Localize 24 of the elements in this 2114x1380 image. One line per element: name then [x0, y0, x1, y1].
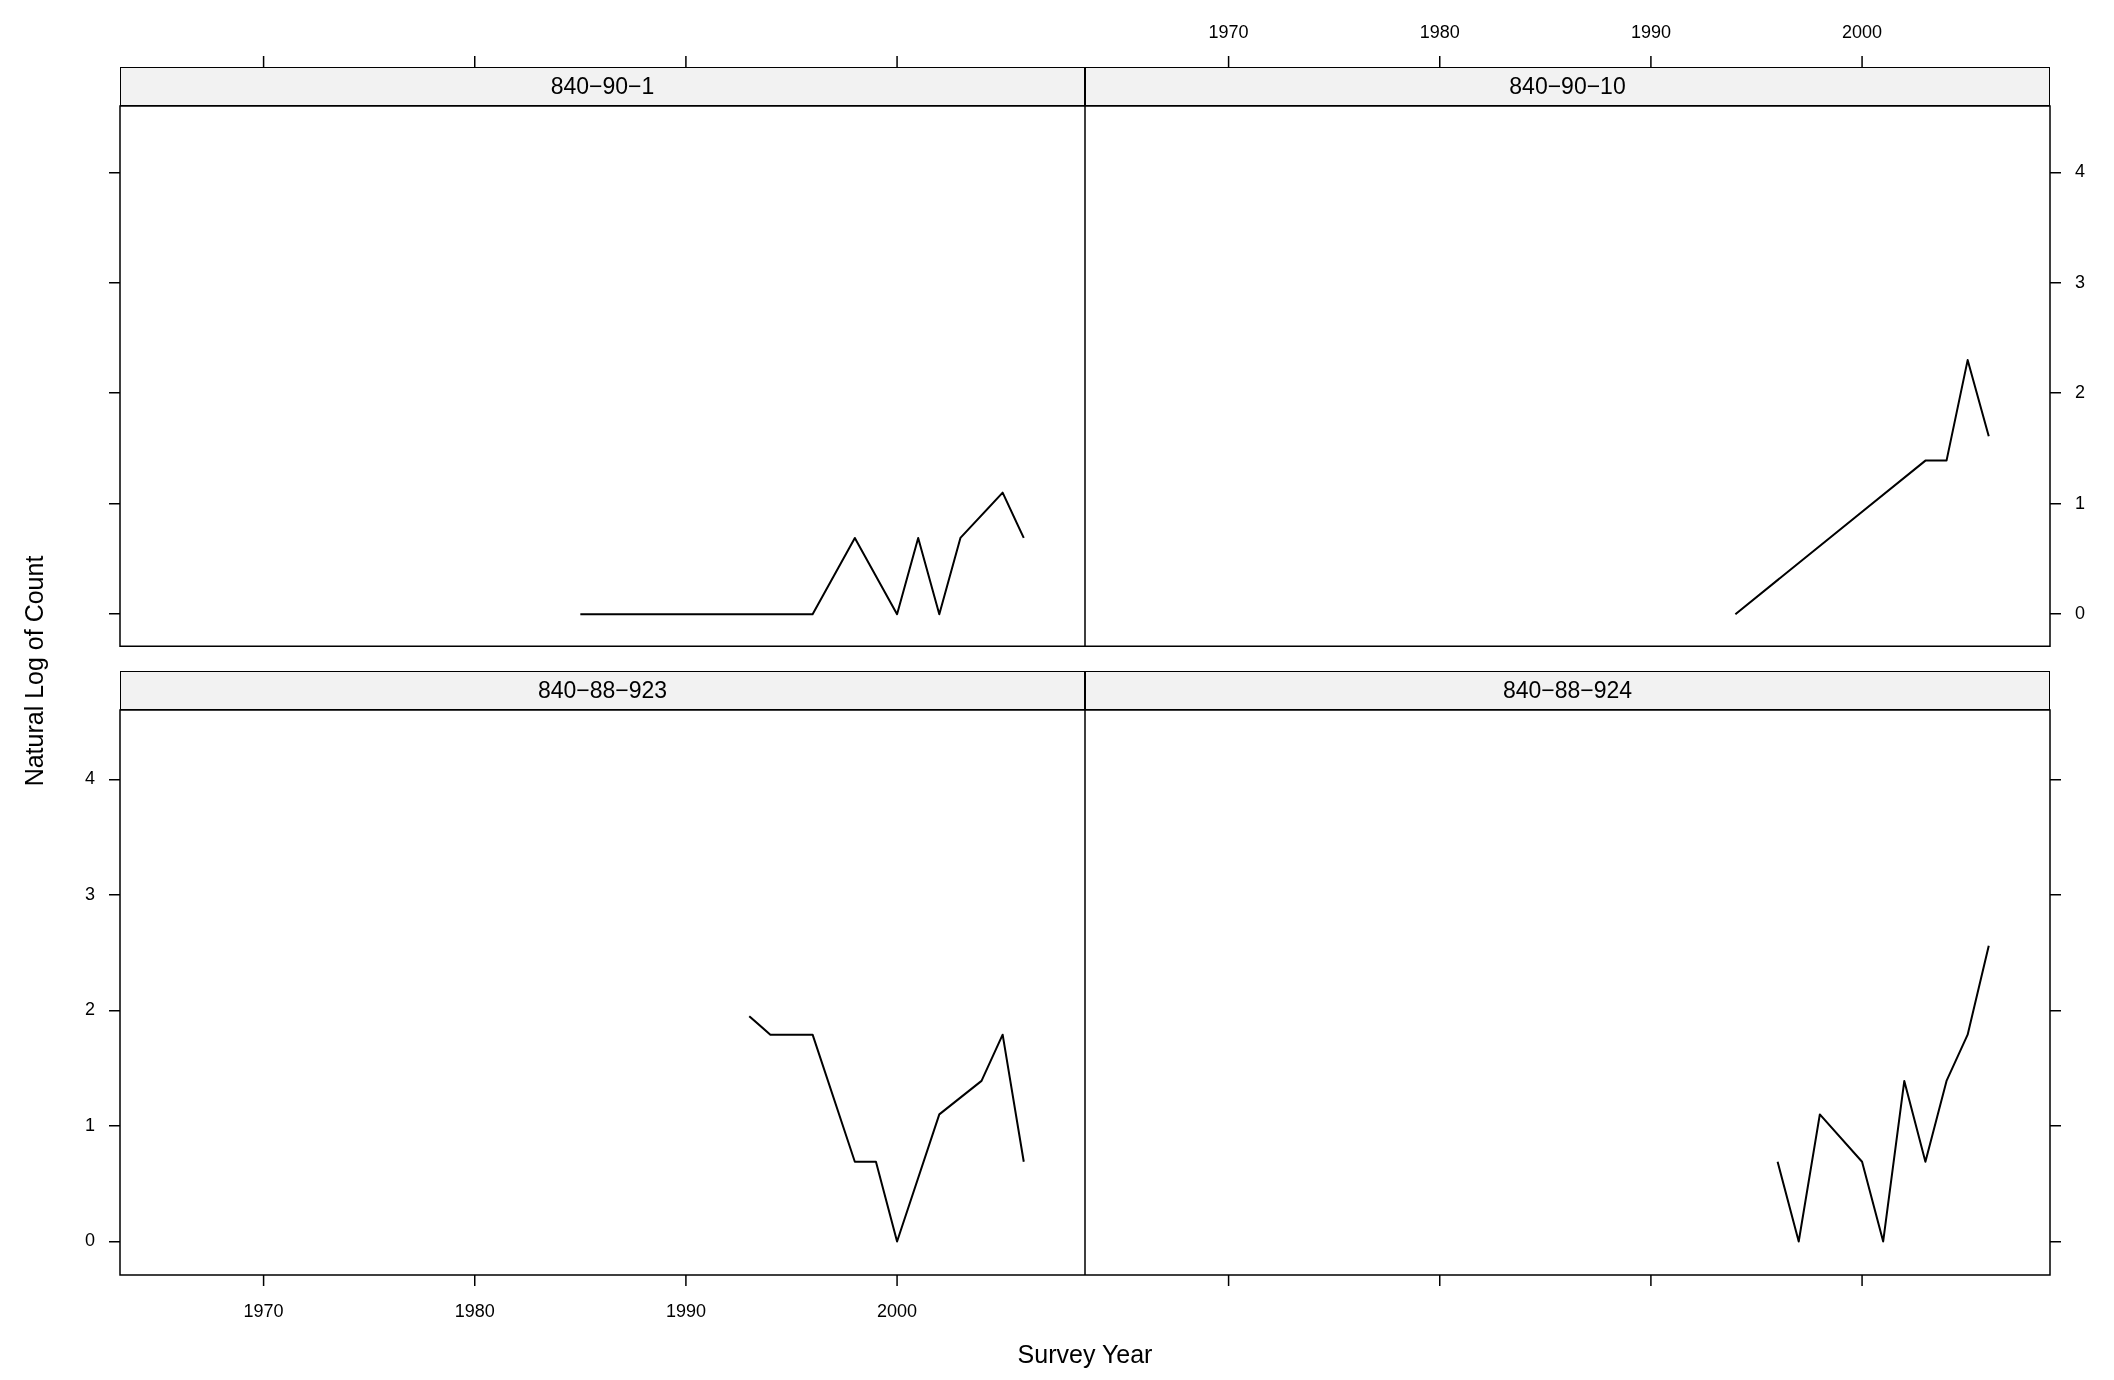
y-tick-label: 1	[84, 1114, 95, 1135]
x-tick-label: 1970	[1208, 22, 1249, 43]
chart-title: 840−90−1	[120, 67, 1085, 106]
y-axis-title: Natural Log of Count	[19, 555, 49, 787]
chart-title: 840−88−924	[1085, 671, 2050, 710]
x-tick-label: 2000	[877, 1300, 918, 1321]
x-tick-label: 1990	[1630, 22, 1671, 43]
x-tick-label: 1980	[454, 1300, 495, 1321]
y-tick-label: 4	[2075, 161, 2086, 182]
y-tick-label: 2	[84, 999, 95, 1020]
x-tick-label: 1970	[243, 1300, 284, 1321]
x-tick-label: 1990	[665, 1300, 706, 1321]
chart-title: 840−88−923	[120, 671, 1085, 710]
y-tick-label: 1	[2075, 492, 2086, 513]
chart-title: 840−90−10	[1085, 67, 2050, 106]
x-tick-label: 1980	[1419, 22, 1460, 43]
x-axis-title: Survey Year	[1016, 1340, 1154, 1369]
y-tick-label: 2	[2075, 382, 2086, 403]
y-tick-label: 4	[84, 768, 95, 789]
y-tick-label: 3	[84, 883, 95, 904]
y-tick-label: 0	[2075, 603, 2086, 624]
y-tick-label: 3	[2075, 271, 2086, 292]
x-tick-label: 2000	[1842, 22, 1883, 43]
y-tick-label: 0	[84, 1230, 95, 1251]
